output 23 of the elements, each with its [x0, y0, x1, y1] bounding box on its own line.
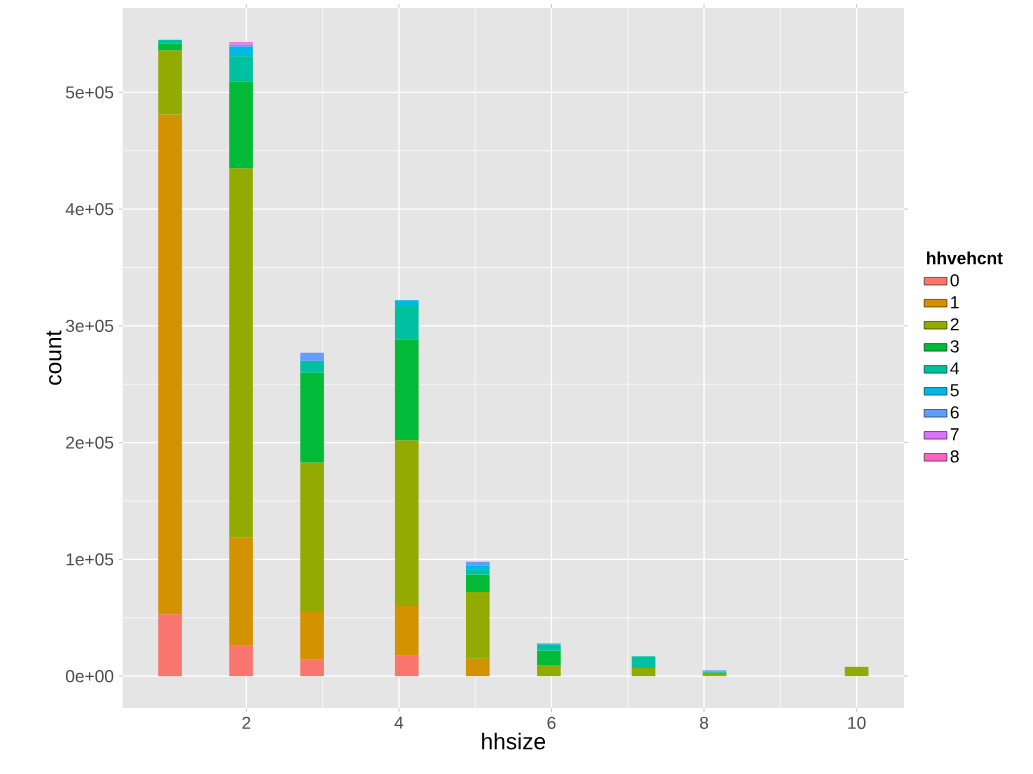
legend-label: 1 [951, 296, 959, 309]
x-tick-label: 8 [699, 716, 709, 729]
x-tick-label: 2 [242, 716, 251, 729]
legend-title: hhvehcnt [927, 251, 1003, 265]
y-tick-label: 0e+00 [65, 670, 114, 683]
y-axis-title: count [46, 330, 62, 385]
y-tick-label: 5e+05 [65, 86, 114, 99]
x-axis-title: hhsize [482, 732, 546, 750]
legend-label: 2 [950, 318, 959, 331]
y-tick-label: 4e+05 [65, 202, 114, 216]
legend-label: 4 [950, 362, 959, 375]
y-tick-label: 2e+05 [66, 436, 114, 449]
x-tick-label: 4 [394, 716, 404, 729]
x-tick-label: 6 [547, 716, 556, 729]
legend-label: 0 [950, 274, 959, 287]
legend-label: 8 [950, 450, 959, 463]
y-tick-label: 1e+05 [66, 553, 114, 566]
legend-label: 3 [950, 340, 959, 353]
legend-label: 6 [950, 406, 959, 419]
legend-label: 5 [950, 384, 959, 397]
legend-label: 7 [950, 428, 959, 441]
y-tick-label: 3e+05 [65, 319, 114, 333]
x-tick-label: 10 [848, 716, 866, 729]
